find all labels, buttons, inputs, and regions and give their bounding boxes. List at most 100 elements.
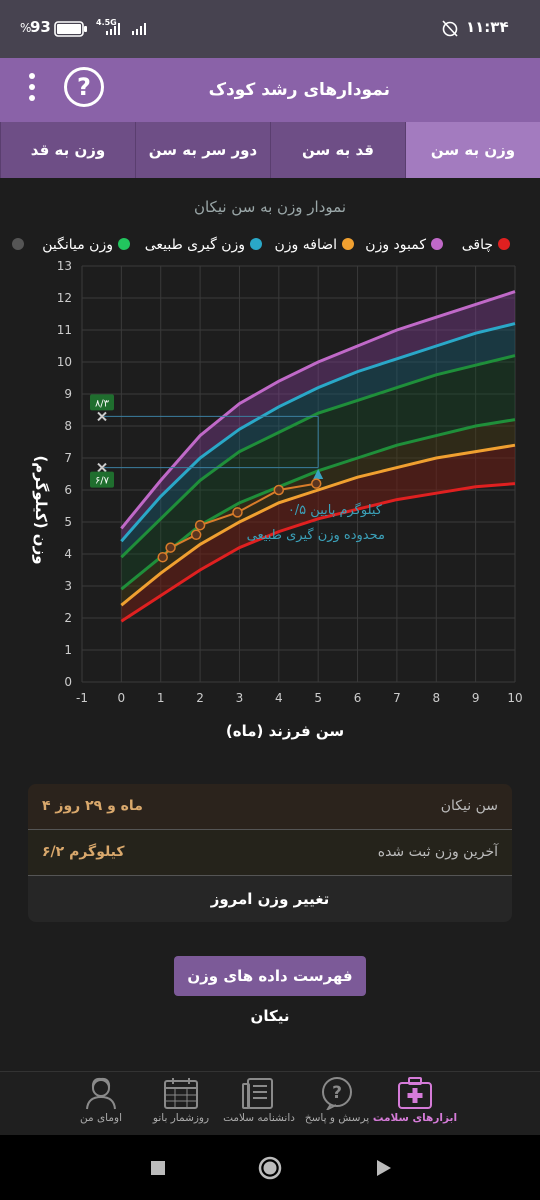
y-tick-label: 3 [64,579,72,593]
series-line-5 [120,482,516,623]
legend-label-average: وزن میانگین [42,236,113,253]
plot-guides: ۸/۳ ۶/۷ [90,394,324,488]
annotation-line-1: ۰/۵ کیلوگرم پایین [288,502,383,518]
y-tick-label: 10 [57,355,72,369]
chart-band [121,291,515,542]
question-bubble-icon: ? [322,1077,352,1110]
recents-icon[interactable] [150,1160,166,1176]
status-bar: % 93 4.5G ۱۱:۳۴ [0,0,540,58]
marker-low-x-b [97,462,107,473]
x-tick-label: 5 [314,691,322,705]
signal-icon [106,23,146,35]
series-line-1 [120,322,516,543]
weight-list-button[interactable]: فهرست داده های وزن نیکان [174,956,366,1025]
system-nav-bar [0,1135,540,1200]
encyclopedia-icon [242,1078,273,1109]
child-weight-point [165,542,176,553]
legend-swatch-overweight [342,238,354,250]
legend-swatch-obesity [498,238,510,250]
alarm-off-icon [442,20,458,37]
chart-tabs: وزن به سن قد به سن دور سر به سن وزن به ق… [0,122,540,178]
legend-swatch-underweight [431,238,443,250]
age-label: سن نیکان [440,798,498,814]
medical-kit-icon [398,1077,432,1109]
tab-head-circumference-for-age[interactable]: دور سر به سن [135,122,270,178]
y-tick-label: 1 [64,643,72,657]
nav-calendar[interactable]: روزشمار بانو [136,1076,226,1134]
svg-text:?: ? [332,1083,342,1103]
tab-weight-for-age[interactable]: وزن به سن [405,122,540,178]
child-weight-point [232,507,243,518]
annotation-marker [313,469,324,479]
battery-icon [54,21,87,37]
bottom-nav: ابزارهای سلامت ? پرسش و پاسخ دانشنامه سل… [0,1071,540,1135]
y-tick-label: 6 [64,483,72,497]
nav-label: اومای من [80,1112,122,1124]
x-tick-label: 7 [393,691,401,705]
plot-lines [120,290,516,623]
nav-label: دانشنامه سلامت [223,1112,295,1124]
chart-legend: چاقی کمبود وزن اضافه وزن وزن گیری طبیعی … [12,236,510,253]
x-tick-label: 3 [236,691,244,705]
nav-profile[interactable]: اومای من [56,1076,146,1134]
y-tick-label: 12 [57,291,72,305]
growth-chart: نمودار وزن به سن نیکان چاقی کمبود وزن اض… [12,198,523,740]
weight-label: آخرین وزن ثبت شده [377,844,498,860]
y-tick-label: 9 [64,387,72,401]
nav-label: ابزارهای سلامت [372,1112,458,1124]
x-tick-label: 10 [507,691,522,705]
nav-health-tools[interactable]: ابزارهای سلامت [370,1076,460,1134]
child-info-card: سن نیکان ۴ ماه و ۲۹ روز آخرین وزن ثبت شد… [28,784,512,922]
legend-swatch-average [118,238,130,250]
x-tick-label: 0 [118,691,126,705]
x-axis-label: سن فرزند (ماه) [226,722,344,740]
home-icon[interactable] [258,1156,282,1180]
battery-percent-sign: % [20,21,32,35]
y-tick-label: 5 [64,515,72,529]
x-tick-label: 2 [196,691,204,705]
y-tick-label: 2 [64,611,72,625]
y-tick-label: 11 [57,323,72,337]
series-line-4 [120,443,516,607]
age-row: سن نیکان ۴ ماه و ۲۹ روز [28,784,512,829]
marker-high-x-b [97,411,107,422]
y-tick-label: 7 [64,451,72,465]
chart-band [121,445,515,622]
chart-band [121,419,515,606]
tab-weight-for-height[interactable]: وزن به قد [0,122,135,178]
tab-height-for-age[interactable]: قد به سن [270,122,405,178]
nav-encyclopedia[interactable]: دانشنامه سلامت [214,1076,304,1134]
legend-swatch-extra [12,238,24,250]
change-weight-button[interactable]: تغییر وزن امروز [210,890,330,908]
child-weight-point [157,551,168,563]
legend-label-underweight: کمبود وزن [365,237,426,253]
annotation-line-2: محدوده وزن گیری طبیعی [247,527,385,543]
y-tick-label: 13 [57,259,72,273]
kebab-menu-icon[interactable] [22,70,42,110]
chart-title: نمودار وزن به سن نیکان [194,198,346,216]
divider [28,829,512,830]
legend-swatch-normal [250,238,262,250]
marker-low-label: ۶/۷ [95,476,110,487]
user-profile-icon [86,1077,116,1110]
legend-label-normal: وزن گیری طبیعی [145,236,245,253]
x-tick-label: 4 [275,691,283,705]
question-circle-icon[interactable]: ? [64,67,104,107]
x-tick-label: 6 [354,691,362,705]
marker-high-label: ۸/۳ [95,398,110,409]
x-tick-label: -1 [76,691,88,705]
chart-band [121,355,515,590]
legend-label-overweight: اضافه وزن [275,237,338,253]
y-axis-label: وزن (کیلوگرم) [32,455,50,564]
nav-questions[interactable]: ? پرسش و پاسخ [292,1076,382,1134]
app-header: ? نمودارهای رشد کودک [0,58,540,122]
child-weight-point [310,478,322,489]
back-icon[interactable] [375,1159,393,1177]
divider [28,875,512,876]
x-tick-label: 9 [472,691,480,705]
battery-percent: 93 [30,18,51,36]
y-tick-label: 4 [64,547,72,561]
child-weight-point [190,529,202,541]
x-tick-label: 1 [157,691,165,705]
